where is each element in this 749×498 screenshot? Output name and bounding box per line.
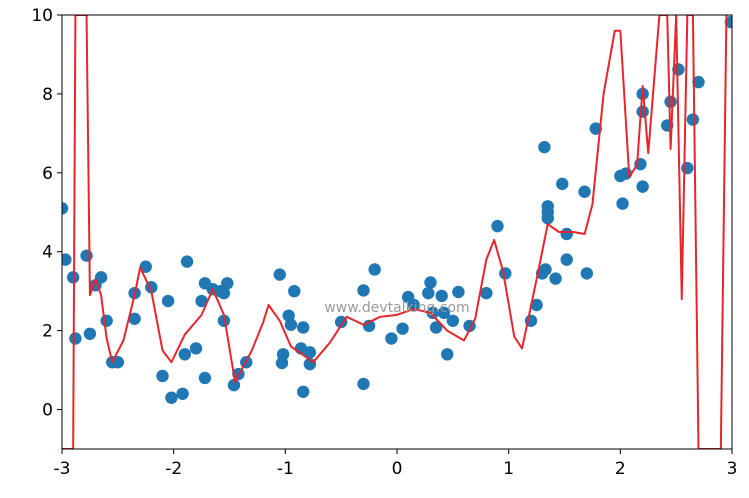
y-tick-label: 6 <box>42 164 53 184</box>
data-point <box>221 277 234 290</box>
x-tick-label: -2 <box>165 459 182 479</box>
data-point <box>407 298 420 312</box>
data-point <box>530 298 543 312</box>
data-point <box>156 369 169 383</box>
fitted-curve <box>62 15 728 449</box>
data-point <box>539 263 552 276</box>
plot-frame <box>61 14 733 450</box>
data-point <box>297 385 310 398</box>
data-point <box>616 197 629 210</box>
data-point <box>441 348 454 361</box>
data-point <box>426 306 439 320</box>
data-point <box>672 63 685 76</box>
data-point <box>357 284 370 297</box>
data-point <box>580 267 594 280</box>
data-point <box>541 211 554 225</box>
data-point <box>636 105 649 118</box>
data-point <box>538 140 551 154</box>
data-point <box>681 161 694 175</box>
data-point <box>429 321 443 334</box>
data-point <box>161 294 175 308</box>
data-point <box>491 219 504 233</box>
data-point <box>452 285 465 299</box>
y-tick-label: 8 <box>42 85 53 105</box>
data-point <box>437 306 451 320</box>
data-point <box>198 371 212 385</box>
data-point <box>549 272 562 285</box>
data-point <box>178 348 192 361</box>
watermark-text: www.devtalking.com <box>324 300 469 316</box>
data-point <box>176 387 189 400</box>
data-point <box>560 253 573 266</box>
x-axis: -3 -2 -1 0 1 2 3 <box>54 449 738 479</box>
data-point <box>69 332 82 345</box>
data-point <box>368 263 381 276</box>
data-point <box>288 284 301 298</box>
data-point <box>128 312 141 325</box>
x-tick-label: 1 <box>503 459 514 479</box>
data-point <box>217 286 231 300</box>
data-point <box>480 286 493 300</box>
data-point <box>424 276 437 289</box>
data-point <box>385 332 398 345</box>
data-point <box>189 342 203 355</box>
data-point <box>541 200 554 213</box>
data-point <box>83 327 97 340</box>
y-tick-label: 4 <box>42 243 53 263</box>
x-tick-label: -3 <box>54 459 71 479</box>
data-point <box>578 185 591 198</box>
y-tick-label: 10 <box>31 6 53 26</box>
data-point <box>560 227 573 241</box>
x-tick-label: 0 <box>392 459 403 479</box>
data-point <box>664 95 677 109</box>
data-point <box>273 268 286 281</box>
data-point <box>634 157 647 171</box>
data-point <box>499 267 512 280</box>
data-point <box>556 177 569 191</box>
data-point <box>165 391 178 404</box>
data-point <box>686 113 700 126</box>
data-point <box>62 202 69 215</box>
data-point <box>692 75 705 89</box>
y-tick-label: 0 <box>42 401 53 421</box>
data-point <box>139 260 152 273</box>
data-point <box>446 314 460 327</box>
data-point <box>276 348 290 361</box>
data-point <box>396 322 409 335</box>
data-point <box>180 255 194 268</box>
x-tick-label: 2 <box>615 459 626 479</box>
x-tick-label: 3 <box>727 459 738 479</box>
data-point <box>80 249 93 262</box>
data-point <box>100 314 113 327</box>
data-point <box>357 377 370 391</box>
data-point <box>94 271 108 284</box>
y-axis: 0 2 4 6 8 10 <box>31 6 62 421</box>
y-tick-label: 2 <box>42 322 53 342</box>
data-point <box>195 294 208 308</box>
x-tick-label: -1 <box>277 459 294 479</box>
data-point <box>62 253 72 266</box>
data-point <box>422 286 435 300</box>
data-point <box>303 346 317 359</box>
data-point <box>297 321 310 334</box>
data-point <box>284 318 298 331</box>
data-point <box>636 180 649 193</box>
data-point <box>435 289 448 303</box>
data-point <box>227 378 241 392</box>
